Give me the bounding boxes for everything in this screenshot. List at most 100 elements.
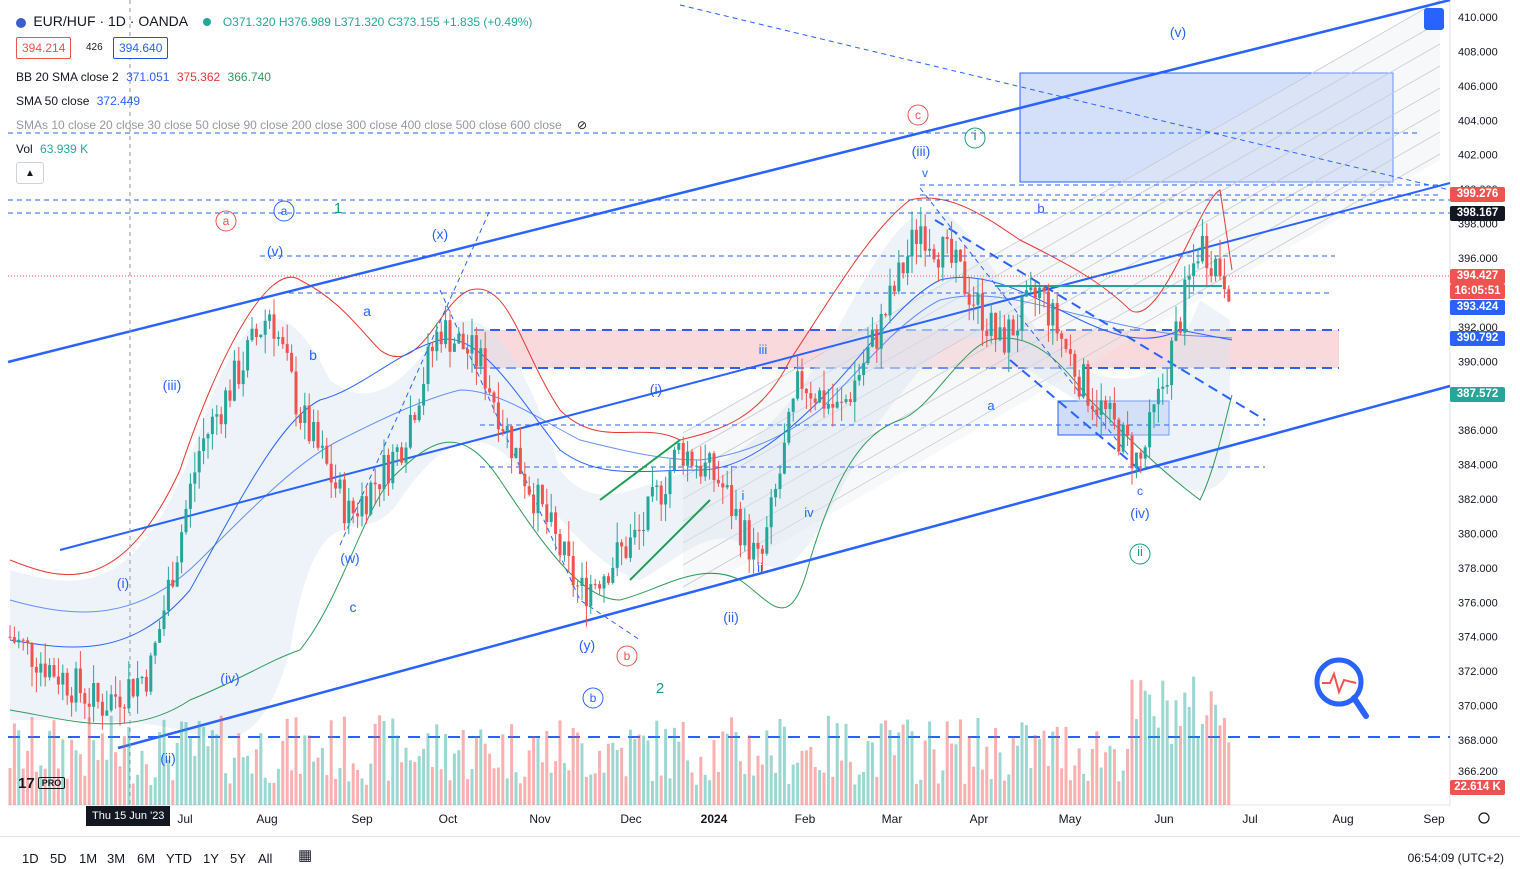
candle-body	[1060, 333, 1064, 339]
volume-bar	[1068, 780, 1072, 805]
candle-body	[1046, 291, 1050, 326]
candle-body	[1112, 403, 1116, 420]
candle-body	[1051, 303, 1055, 326]
volume-bar	[70, 739, 74, 805]
volume-bar	[505, 778, 509, 805]
bb-legend[interactable]: BB 20 SMA close 2 371.051 375.362 366.74…	[16, 70, 271, 84]
vol-legend[interactable]: Vol 63.939 K	[16, 142, 88, 156]
candle-body	[61, 672, 65, 685]
volume-bar	[1156, 727, 1160, 805]
volume-bar	[602, 772, 606, 805]
fib-channel	[683, 0, 1440, 600]
range-button-1m[interactable]: 1M	[79, 851, 98, 866]
range-button-5d[interactable]: 5D	[50, 851, 67, 866]
symbol-title[interactable]: EUR/HUF · 1D · OANDA	[33, 13, 189, 29]
price-tick-label: 402.000	[1458, 150, 1498, 162]
wave-label: c	[350, 599, 357, 615]
volume-bar	[1222, 717, 1226, 805]
candle-body	[470, 335, 474, 354]
volume-bar	[642, 735, 646, 805]
range-button-1d[interactable]: 1D	[22, 851, 39, 866]
sma50-line	[9, 295, 1233, 613]
volume-bar	[1117, 781, 1121, 805]
volume-bar	[738, 761, 742, 805]
candle-body	[677, 442, 681, 450]
candle-body	[765, 527, 769, 554]
volume-bar	[105, 759, 109, 805]
candle-body	[514, 447, 518, 459]
volume-bar	[1029, 767, 1033, 805]
volume-bar	[382, 721, 386, 805]
bb-upper-value: 375.362	[176, 70, 221, 84]
buy-button[interactable]: 394.640	[113, 37, 169, 59]
volume-bar	[1090, 749, 1094, 805]
candle-body	[941, 237, 945, 268]
candle-body	[782, 442, 786, 474]
volume-bar	[496, 767, 500, 805]
candle-body	[140, 676, 144, 679]
candle-body	[228, 390, 232, 401]
candle-body	[166, 579, 170, 611]
range-button-1y[interactable]: 1Y	[203, 851, 219, 866]
candle-body	[1205, 235, 1209, 269]
range-button-3m[interactable]: 3M	[107, 851, 126, 866]
wave-label: (y)	[579, 637, 595, 653]
candle-body	[1064, 338, 1068, 350]
fib-channel-line	[682, 21, 1441, 456]
candle-body	[1121, 424, 1125, 452]
range-button-5y[interactable]: 5Y	[230, 851, 246, 866]
volume-bar	[241, 757, 245, 805]
candle-body	[356, 513, 360, 517]
volume-bar	[967, 736, 971, 805]
volume-bar	[545, 731, 549, 805]
candle-body	[188, 483, 192, 509]
candle-body	[1165, 385, 1169, 387]
volume-bar	[1108, 745, 1112, 805]
sell-button[interactable]: 394.214	[16, 37, 72, 59]
wave-label: (i)	[650, 381, 662, 397]
volume-bar	[122, 736, 126, 805]
candle-body	[747, 520, 751, 560]
volume-bar	[620, 747, 624, 805]
price-tick-label: 386.000	[1458, 425, 1498, 437]
volume-bar	[646, 740, 650, 805]
sma50-value: 372.449	[96, 94, 141, 108]
clock-readout[interactable]: 06:54:09 (UTC+2)	[1407, 851, 1504, 865]
volume-bar	[650, 780, 654, 805]
hidden-eye-icon[interactable]: ⊘	[577, 118, 588, 132]
time-tick-label: Jul	[177, 812, 192, 826]
volume-bar	[510, 724, 514, 805]
pulse-line	[1322, 671, 1357, 696]
candle-body	[483, 348, 487, 389]
candle-body	[950, 238, 954, 263]
price-tag: 398.167	[1450, 206, 1505, 221]
volume-bar	[936, 783, 940, 805]
volume-bar	[901, 724, 905, 805]
volume-bar	[1086, 780, 1090, 805]
volume-bar	[39, 765, 43, 805]
range-button-6m[interactable]: 6M	[137, 851, 156, 866]
pro-badge: PRO	[37, 777, 66, 789]
volume-bar	[268, 782, 272, 805]
collapse-legend-button[interactable]: ▲	[16, 162, 44, 184]
volume-bar	[919, 779, 923, 805]
volume-bar	[188, 737, 192, 805]
volume-bar	[703, 774, 707, 805]
candle-body	[721, 483, 725, 488]
candle-body	[162, 610, 166, 630]
smas-legend[interactable]: SMAs 10 close 20 close 30 close 50 close…	[16, 118, 587, 132]
candle-body	[527, 486, 531, 495]
bb-label: BB 20 SMA close 2	[16, 70, 119, 84]
sma50-legend[interactable]: SMA 50 close 372.449	[16, 94, 140, 108]
volume-bar	[954, 744, 958, 805]
volume-bar	[716, 771, 720, 805]
range-button-all[interactable]: All	[258, 851, 273, 866]
volume-bar	[342, 716, 346, 805]
volume-bar	[1099, 767, 1103, 805]
volume-bar	[963, 783, 967, 805]
calendar-goto-icon[interactable]: ▦	[298, 847, 313, 864]
volume-bar	[224, 773, 228, 805]
volume-bar	[910, 731, 914, 805]
range-button-ytd[interactable]: YTD	[166, 851, 192, 866]
